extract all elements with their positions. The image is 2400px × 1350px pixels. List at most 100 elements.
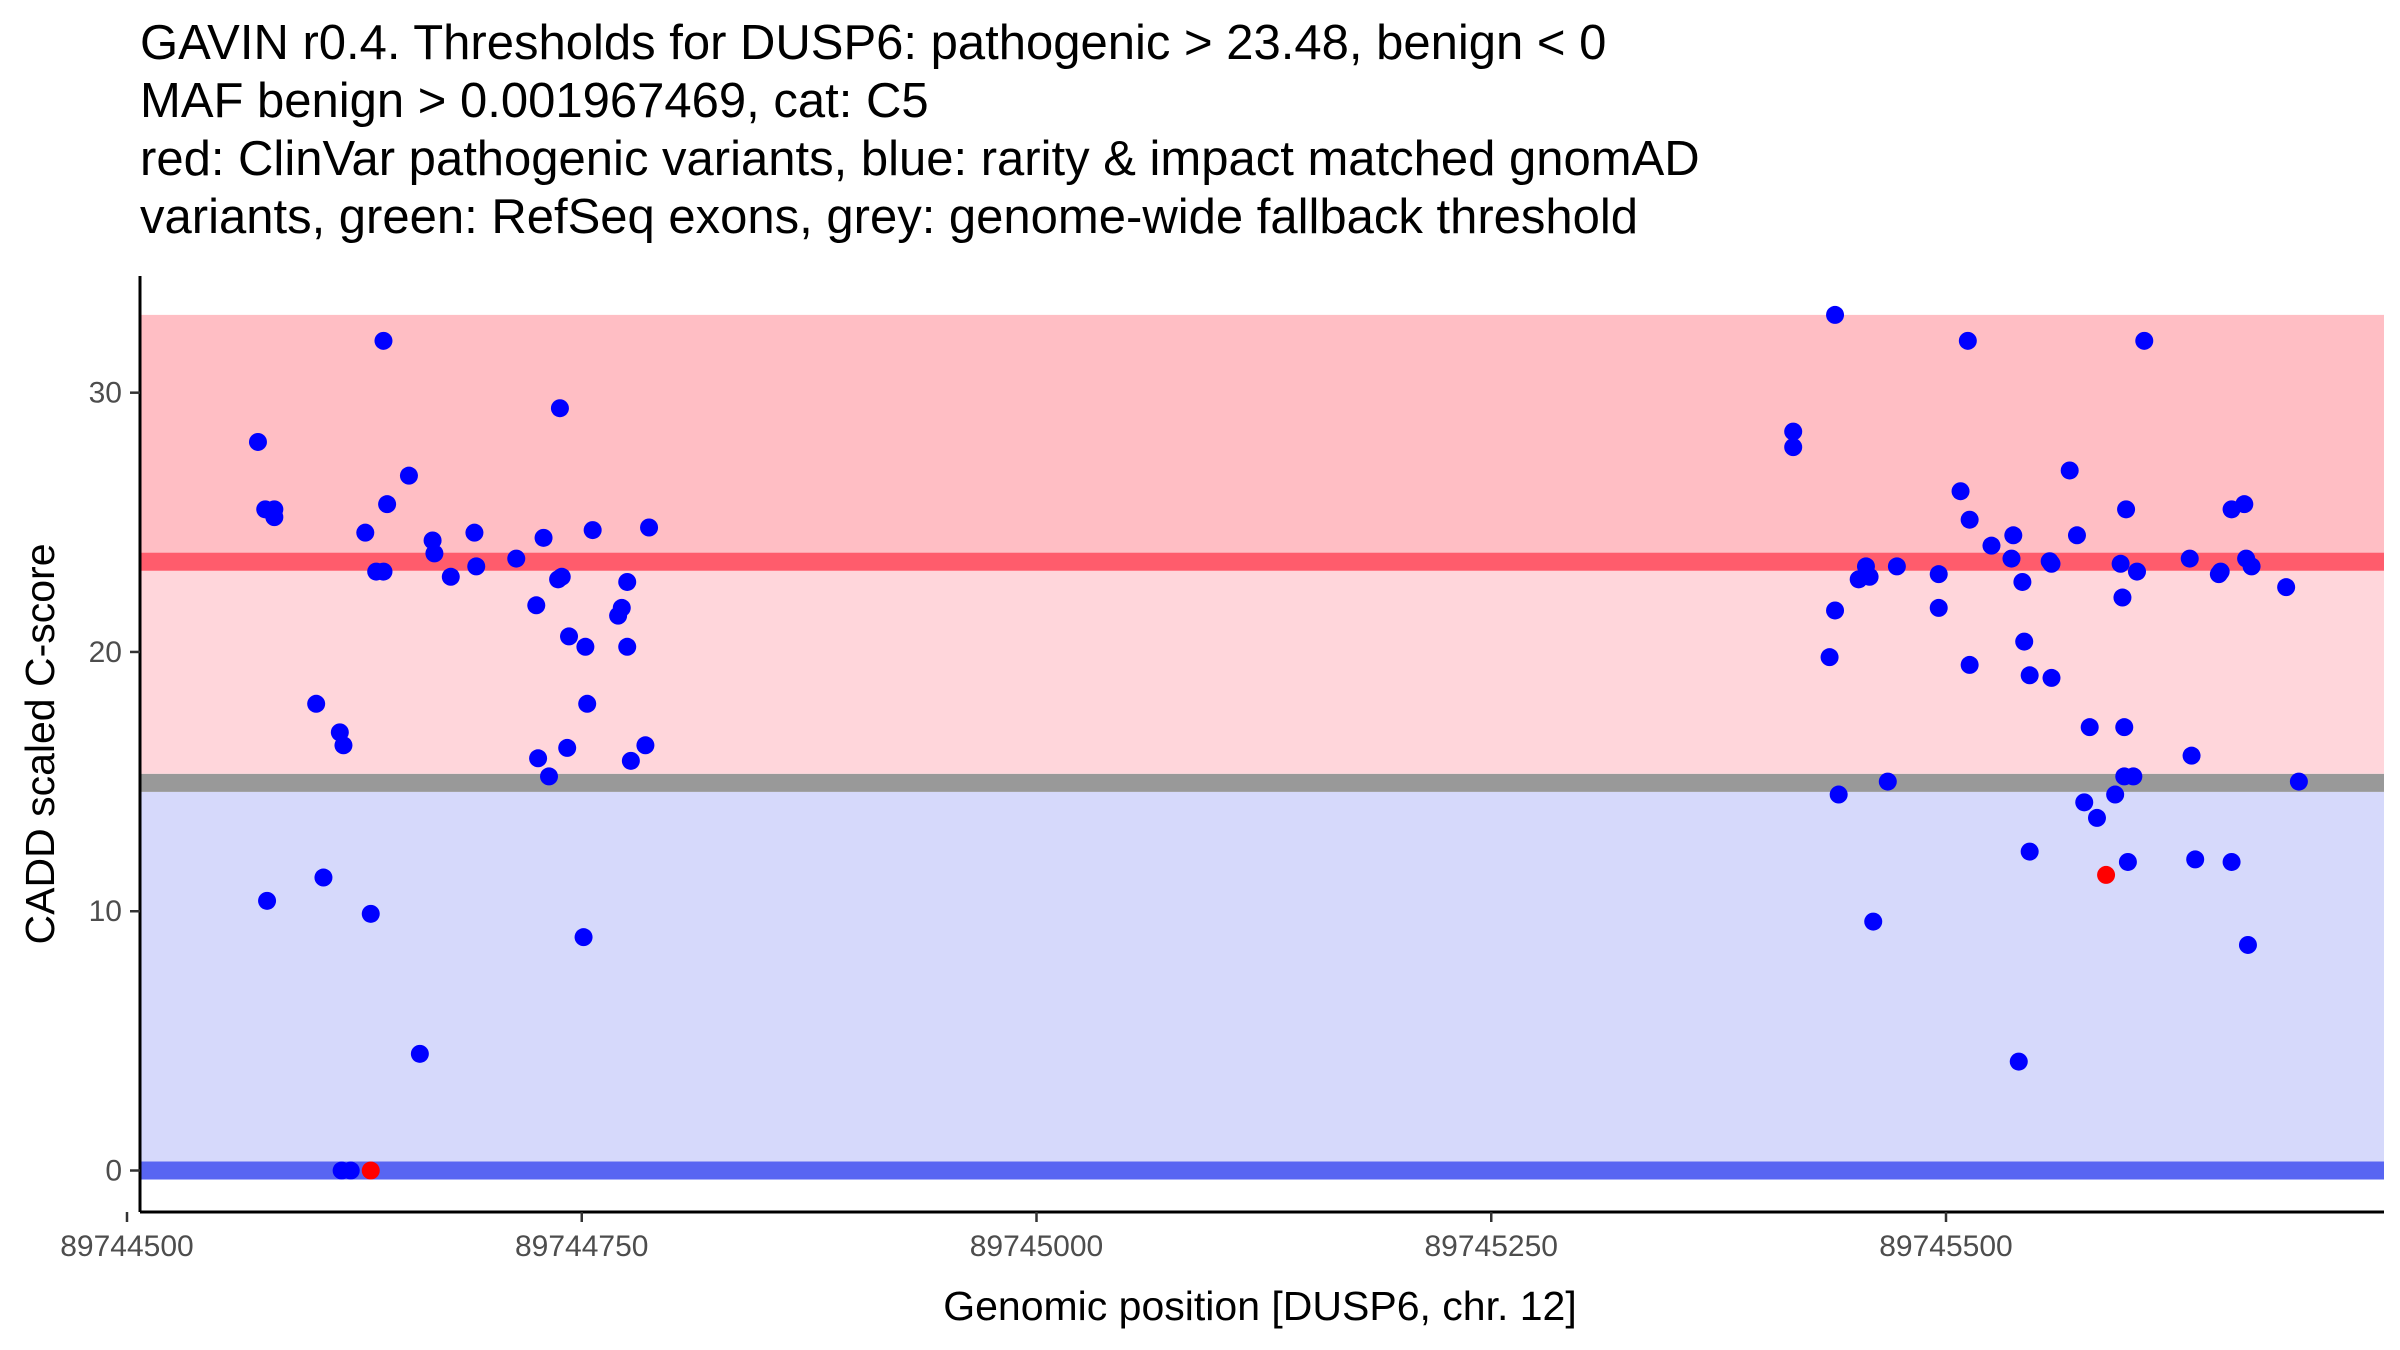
gnomad-point [2115,718,2134,737]
band-layer [140,314,2384,1171]
gnomad-point [425,544,444,563]
gnomad-point [248,432,267,451]
gnomad-point [576,637,595,656]
gnomad-point [1929,598,1948,617]
gnomad-point [1829,785,1848,804]
gnomad-point [1958,331,1977,350]
gnomad-point [361,904,380,923]
x-axis-title: Genomic position [DUSP6, chr. 12] [943,1283,1577,1329]
x-tick-label: 89745000 [970,1230,1103,1263]
x-tick-label: 89745250 [1425,1230,1558,1263]
benign-zone-band [140,791,2384,1171]
gnomad-point [2009,1052,2028,1071]
gnomad-point [465,523,484,542]
gnomad-point [2013,572,2032,591]
gnomad-point [2211,562,2230,581]
gnomad-point [1951,482,1970,501]
gnomad-point [2277,578,2296,597]
gnomad-point [2238,935,2257,954]
gnomad-point [529,749,548,768]
gnomad-point [441,567,460,586]
gnomad-point [1960,655,1979,674]
gnomad-point [1784,438,1803,457]
title-line-4: variants, green: RefSeq exons, grey: gen… [140,190,1639,244]
gnomad-point [2186,850,2205,869]
gnomad-point [2180,549,2199,568]
gnomad-point [1826,305,1845,324]
y-tick-label: 0 [105,1155,122,1188]
gnomad-point [378,495,397,514]
gnomad-point [2042,668,2061,687]
gnomad-point [467,557,486,576]
gnomad-point [640,518,659,537]
gnomad-point [574,928,593,947]
gnomad-point [534,528,553,547]
gnomad-point [2087,808,2106,827]
gnomad-point [2127,562,2146,581]
axes-layer: 0 10 20 30 89744500 89744750 89745000 89745250 8… [60,276,2384,1263]
gnomad-point [2118,852,2137,871]
gnomad-point [2135,331,2154,350]
gnomad-point [2111,554,2130,573]
gnomad-point [356,523,375,542]
gnomad-point [1860,567,1879,586]
gnomad-point [612,598,631,617]
y-tick-label: 10 [89,895,122,928]
gnomad-point [314,868,333,887]
gnomad-point [2113,588,2132,607]
gnomad-point [2182,746,2201,765]
title-line-3: red: ClinVar pathogenic variants, blue: … [140,132,1700,186]
gnomad-point [2235,495,2254,514]
pathogenic-zone-band [140,314,2384,562]
title-line-1: GAVIN r0.4. Thresholds for DUSP6: pathog… [140,16,1607,70]
gnomad-point [2004,526,2023,545]
gnomad-point [1982,536,2001,555]
x-tick-label: 89744500 [60,1230,193,1263]
gnomad-point [618,637,637,656]
y-tick-label: 30 [89,377,122,410]
gnomad-point [540,767,559,786]
title-line-2: MAF benign > 0.001967469, cat: C5 [140,74,929,128]
gnomad-point [1826,601,1845,620]
fallback-gap-band [140,561,2384,774]
gnomad-point [2080,718,2099,737]
gnomad-point [399,466,418,485]
gnomad-point [1820,648,1839,667]
gnomad-point [410,1044,429,1063]
y-axis-title: CADD scaled C-score [17,544,63,945]
gnomad-point [560,627,579,646]
x-tick-label: 89744750 [515,1230,648,1263]
gnomad-point [2060,461,2079,480]
gnomad-point [2002,549,2021,568]
gnomad-point [507,549,526,568]
gnomad-point [1878,772,1897,791]
gnomad-point [2042,554,2061,573]
gnomad-point [1929,565,1948,584]
gnomad-point [2067,526,2086,545]
gnomad-point [265,500,284,519]
points-layer [248,305,2308,1180]
gnomad-point [550,399,569,418]
gnomad-point [558,738,577,757]
gnomad-point [2075,793,2094,812]
gnomad-point [636,736,655,755]
gnomad-point [341,1161,360,1180]
threshold-layer [140,552,2384,1180]
gnomad-point [527,596,546,615]
benign-threshold-line [140,1161,2384,1180]
gnomad-point [621,751,640,770]
gnomad-point [2222,852,2241,871]
gnomad-point [1887,557,1906,576]
gnomad-point [374,562,393,581]
gnomad-point [1784,422,1803,441]
clinvar-point [2097,865,2116,884]
gnomad-point [618,572,637,591]
gnomad-point [552,567,571,586]
pathogenic-threshold-line [140,552,2384,571]
gnomad-point [2117,500,2136,519]
gnomad-point [307,694,326,713]
gnomad-point [374,331,393,350]
chart-title: GAVIN r0.4. Thresholds for DUSP6: pathog… [140,14,1700,246]
gnomad-point [2020,842,2039,861]
